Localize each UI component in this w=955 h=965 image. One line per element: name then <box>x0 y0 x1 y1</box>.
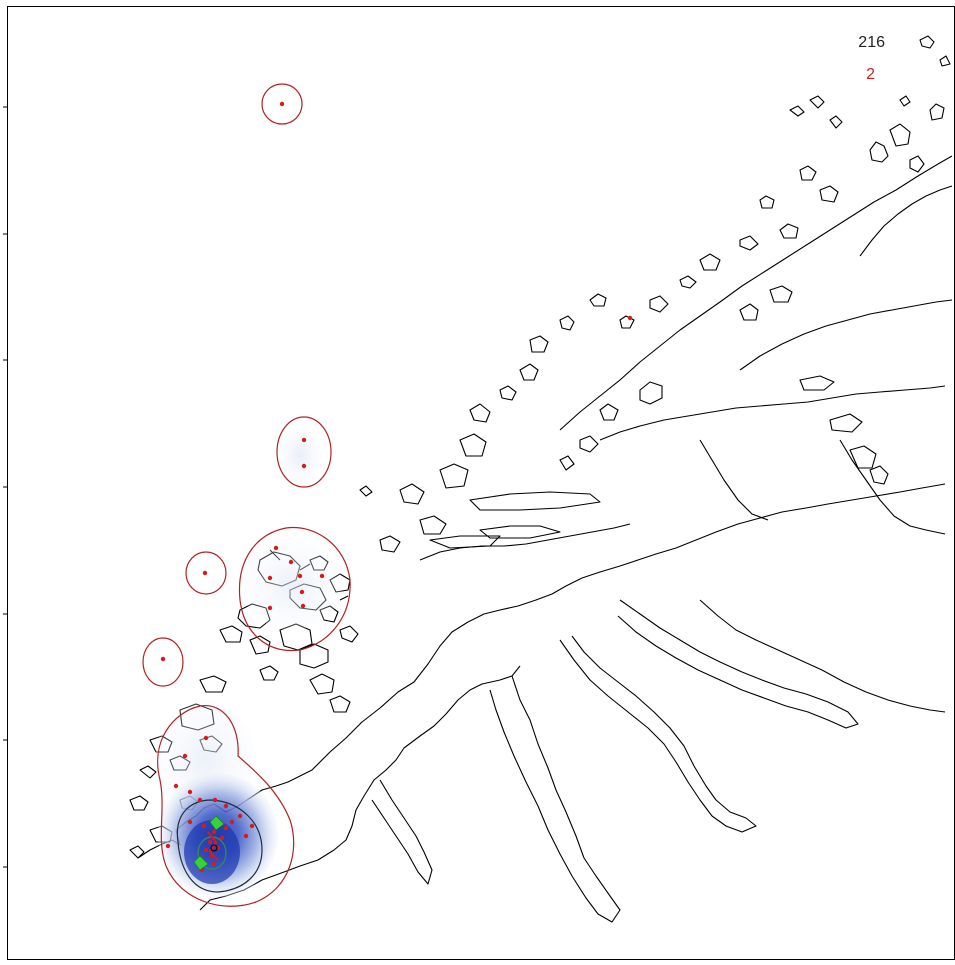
density-surface <box>155 427 342 897</box>
highlight-markers <box>193 815 225 871</box>
fjord-arm-3 <box>617 599 859 729</box>
total-count-label: 216 <box>858 34 885 51</box>
contour-outer-south <box>157 705 295 907</box>
coastline-north-3 <box>859 185 953 257</box>
highlight-marker <box>209 815 225 831</box>
coastline-north <box>559 155 953 431</box>
contour-outer-north <box>261 83 303 125</box>
highlight-marker <box>193 855 209 871</box>
fjord-inner <box>599 385 946 441</box>
fjord-inner-3 <box>699 439 769 521</box>
contour-outer-archipelago <box>238 526 351 652</box>
axis-ticks <box>3 106 7 868</box>
fjord-arm-2 <box>559 635 757 833</box>
fjord-inner-2 <box>419 523 631 561</box>
coastline-north-2 <box>739 299 953 371</box>
coastline-south <box>199 665 521 911</box>
contour-outer-mid <box>276 416 332 488</box>
fjord-arm-5 <box>371 779 433 885</box>
contour-outer-small-2 <box>142 637 184 687</box>
fjord-inner-4 <box>839 439 946 535</box>
contour-inner <box>176 799 263 893</box>
fjord-arm-1 <box>489 675 621 923</box>
fjord-arm-4 <box>699 599 946 713</box>
coastline <box>129 35 953 923</box>
contour-outer-small-1 <box>185 551 227 595</box>
highlight-count-label: 2 <box>866 66 875 83</box>
plot-border <box>7 6 955 960</box>
